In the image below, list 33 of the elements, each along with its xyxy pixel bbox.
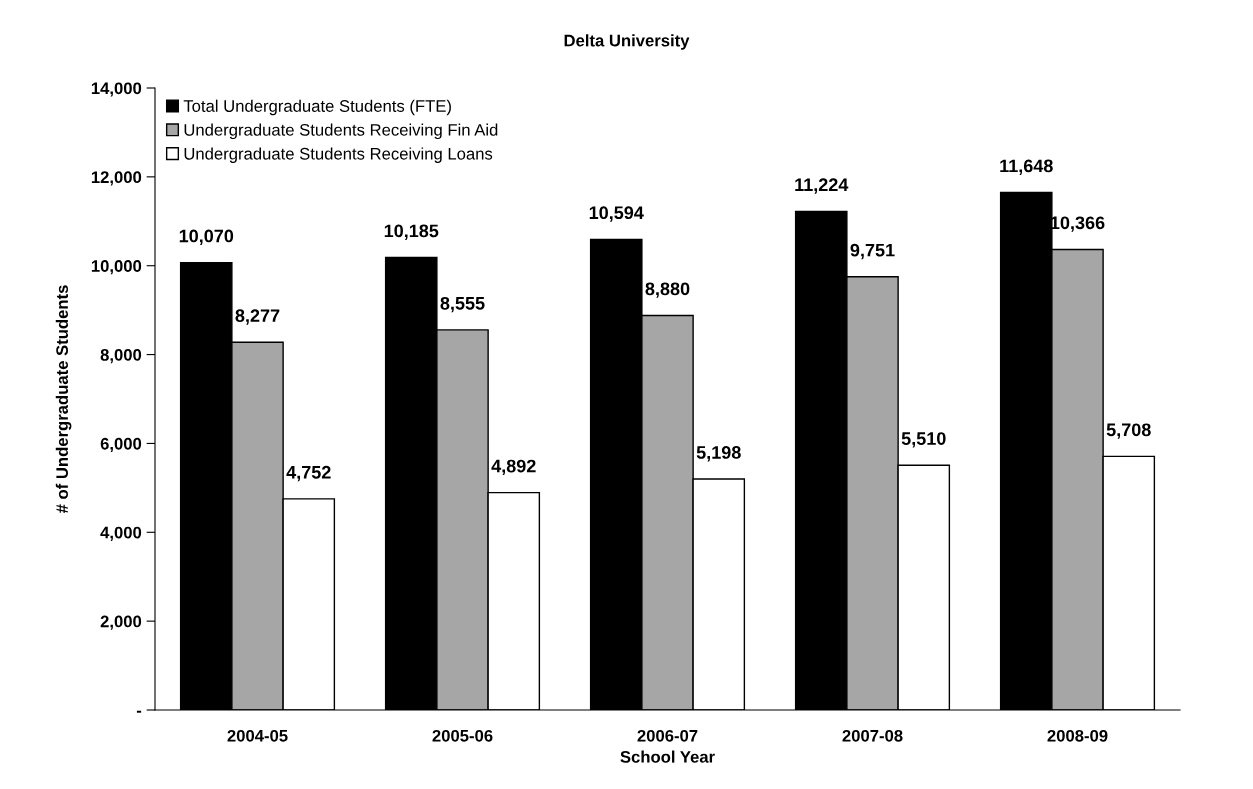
- data-label: 8,880: [645, 282, 690, 298]
- data-label: 8,555: [440, 296, 485, 313]
- data-label: 10,594: [589, 206, 644, 222]
- data-label: 4,892: [491, 459, 536, 476]
- data-label: 5,198: [696, 446, 741, 462]
- y-axis-title: # of Undergraduate Students: [55, 285, 72, 514]
- chart-title: Delta University: [564, 34, 690, 50]
- data-label: 11,224: [795, 178, 849, 194]
- data-label: 10,070: [179, 229, 234, 245]
- legend-label: Undergraduate Students Receiving Loans: [184, 147, 493, 163]
- x-axis-title: School Year: [620, 750, 715, 763]
- y-tick-label: 6,000: [100, 437, 142, 453]
- data-label: 5,510: [901, 432, 946, 448]
- y-tick-label: 12,000: [91, 171, 142, 186]
- data-label: 8,277: [235, 309, 280, 325]
- data-label: 5,708: [1106, 423, 1151, 439]
- y-tick-label: 4,000: [100, 526, 142, 541]
- x-tick-label: 2006-07: [637, 729, 698, 742]
- data-label: 4,752: [286, 465, 331, 482]
- x-tick-label: 2005-06: [432, 729, 493, 742]
- y-tick-label: 2,000: [100, 615, 142, 630]
- y-tick-label: 10,000: [91, 260, 142, 275]
- y-tick-label: -: [136, 710, 142, 713]
- legend-label: Total Undergraduate Students (FTE): [183, 99, 451, 116]
- x-tick-label: 2004-05: [227, 729, 288, 742]
- data-label: 11,648: [1000, 159, 1053, 175]
- x-tick-label: 2007-08: [842, 729, 903, 742]
- y-tick-label: 8,000: [100, 348, 142, 364]
- data-label: 9,751: [850, 243, 895, 260]
- y-tick-label: 14,000: [91, 82, 142, 97]
- data-label: 10,185: [384, 224, 439, 240]
- x-tick-label: 2008-09: [1047, 729, 1108, 742]
- legend-label: Undergraduate Students Receiving Fin Aid: [184, 123, 498, 140]
